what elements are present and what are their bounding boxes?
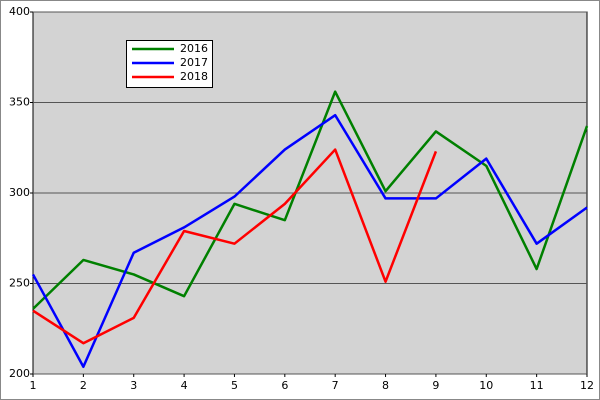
x-tick-label: 1 — [30, 379, 37, 392]
x-tick-label: 6 — [281, 379, 288, 392]
x-tick-label: 12 — [580, 379, 594, 392]
x-tick-label: 8 — [382, 379, 389, 392]
x-tick-label: 5 — [231, 379, 238, 392]
legend-label: 2018 — [180, 70, 208, 83]
y-tick-label: 300 — [9, 186, 30, 199]
series-line — [32, 148, 438, 345]
x-tick-label: 9 — [432, 379, 439, 392]
y-tick-label: 250 — [9, 277, 30, 290]
x-tick-label: 11 — [530, 379, 544, 392]
legend-label: 2017 — [180, 56, 208, 69]
x-tick-label: 10 — [479, 379, 493, 392]
series-line — [31, 113, 588, 369]
y-tick-label: 200 — [9, 367, 30, 380]
y-tick-label: 400 — [9, 5, 30, 18]
x-tick-label: 4 — [181, 379, 188, 392]
y-tick-label: 350 — [9, 96, 30, 109]
x-tick-label: 3 — [130, 379, 137, 392]
x-tick-label: 7 — [332, 379, 339, 392]
legend-label: 2016 — [180, 42, 208, 55]
x-tick-label: 2 — [80, 379, 87, 392]
